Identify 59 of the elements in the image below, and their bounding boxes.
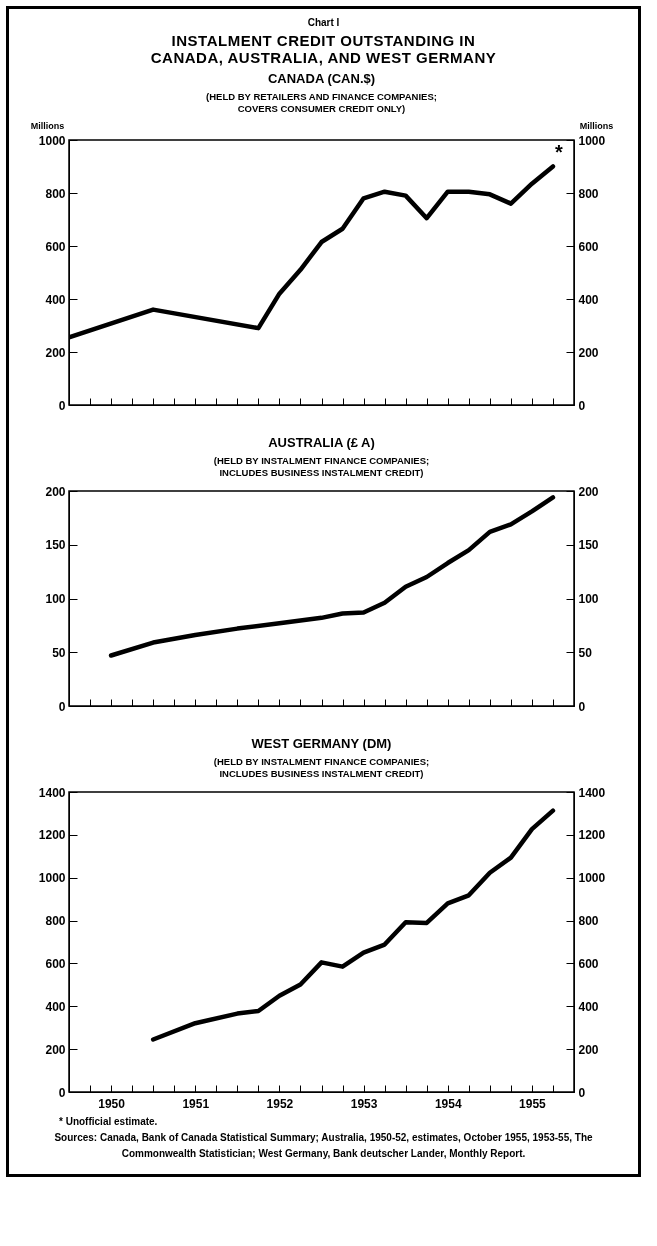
- x-tick-label: 1954: [434, 1096, 462, 1111]
- y-tick-label: 150: [45, 538, 66, 553]
- line-series: [108, 495, 556, 658]
- annotation: *: [555, 140, 564, 163]
- y-tick-label: 1400: [38, 785, 66, 800]
- y2-tick-label: 1000: [578, 133, 606, 148]
- line-series: [150, 808, 556, 1042]
- y-tick-label: 1000: [38, 871, 66, 886]
- chart-title: WEST GERMANY (DM): [251, 736, 392, 751]
- y-tick-label: 400: [45, 292, 66, 307]
- chart-subtitle: (HELD BY INSTALMENT FINANCE COMPANIES; INCLUDES BUSINESS INSTALMENT CREDIT): [213, 756, 430, 779]
- chart-title: CANADA (CAN.$): [267, 71, 376, 86]
- y2-tick-label: 400: [578, 999, 599, 1014]
- text: * Unofficial estimate.: [58, 1115, 159, 1129]
- chart-title: AUSTRALIA (£ A): [268, 435, 375, 450]
- y-tick-label: 1200: [38, 828, 66, 843]
- x-tick-label: 1950: [98, 1096, 126, 1111]
- y-tick-label: 400: [45, 999, 66, 1014]
- y2-tick-label: 800: [578, 186, 599, 201]
- y2-tick-label: 1400: [578, 785, 606, 800]
- y-tick-label: 600: [45, 239, 66, 254]
- x-tick-label: 1951: [182, 1096, 210, 1111]
- y2-tick-label: 200: [578, 1042, 599, 1057]
- y-tick-label: 600: [45, 956, 66, 971]
- y2-tick-label: 600: [578, 239, 599, 254]
- y-tick-label: 200: [45, 1042, 66, 1057]
- x-tick-label: 1955: [519, 1096, 547, 1111]
- y-tick-label: 100: [45, 592, 66, 606]
- source-note: Sources: Canada, Bank of Canada Statistical Summary; Australia, 1950-52, estimates, October 1955, 1953-55, The Commonwealth Statistician; West Germany, Bank deutscher Lander, Monthly Report.: [53, 1131, 594, 1161]
- y-tick-label: 50: [52, 645, 66, 660]
- y-axis-title: Millions: [30, 120, 65, 131]
- y-tick-label: 1000: [38, 133, 66, 148]
- y2-tick-label: 100: [578, 592, 599, 606]
- y2-tick-label: 0: [578, 398, 586, 413]
- text: INSTALMENT CREDIT OUTSTANDING IN CANADA, AUSTRALIA, AND WEST GERMANY: [149, 32, 498, 66]
- y2-tick-label: 1200: [578, 828, 606, 843]
- x-tick-label: 1952: [266, 1096, 294, 1111]
- chart-subtitle: (HELD BY INSTALMENT FINANCE COMPANIES; INCLUDES BUSINESS INSTALMENT CREDIT): [213, 455, 430, 478]
- y-tick-label: 800: [45, 914, 66, 929]
- y-tick-label: 800: [45, 186, 66, 201]
- y2-tick-label: 600: [578, 956, 599, 971]
- chart-subtitle: (HELD BY RETAILERS AND FINANCE COMPANIES; COVERS CONSUMER CREDIT ONLY): [206, 91, 437, 114]
- y2-tick-label: 0: [578, 699, 586, 714]
- x-tick-label: 1953: [350, 1096, 378, 1111]
- y2-tick-label: 1000: [578, 871, 606, 886]
- y-tick-label: 0: [58, 398, 66, 413]
- y2-tick-label: 0: [578, 1085, 586, 1100]
- y2-tick-label: 200: [578, 484, 599, 499]
- y2-tick-label: 50: [578, 645, 593, 660]
- y-tick-label: 0: [58, 699, 66, 714]
- y2-axis-title: Millions: [579, 120, 614, 131]
- y2-tick-label: 400: [578, 292, 599, 307]
- y2-tick-label: 800: [578, 914, 599, 929]
- y2-tick-label: 150: [578, 538, 599, 553]
- y2-tick-label: 200: [578, 345, 599, 360]
- y-tick-label: 0: [58, 1085, 66, 1100]
- y-tick-label: 200: [45, 484, 66, 499]
- y-tick-label: 200: [45, 345, 66, 360]
- text: Chart I: [306, 17, 341, 28]
